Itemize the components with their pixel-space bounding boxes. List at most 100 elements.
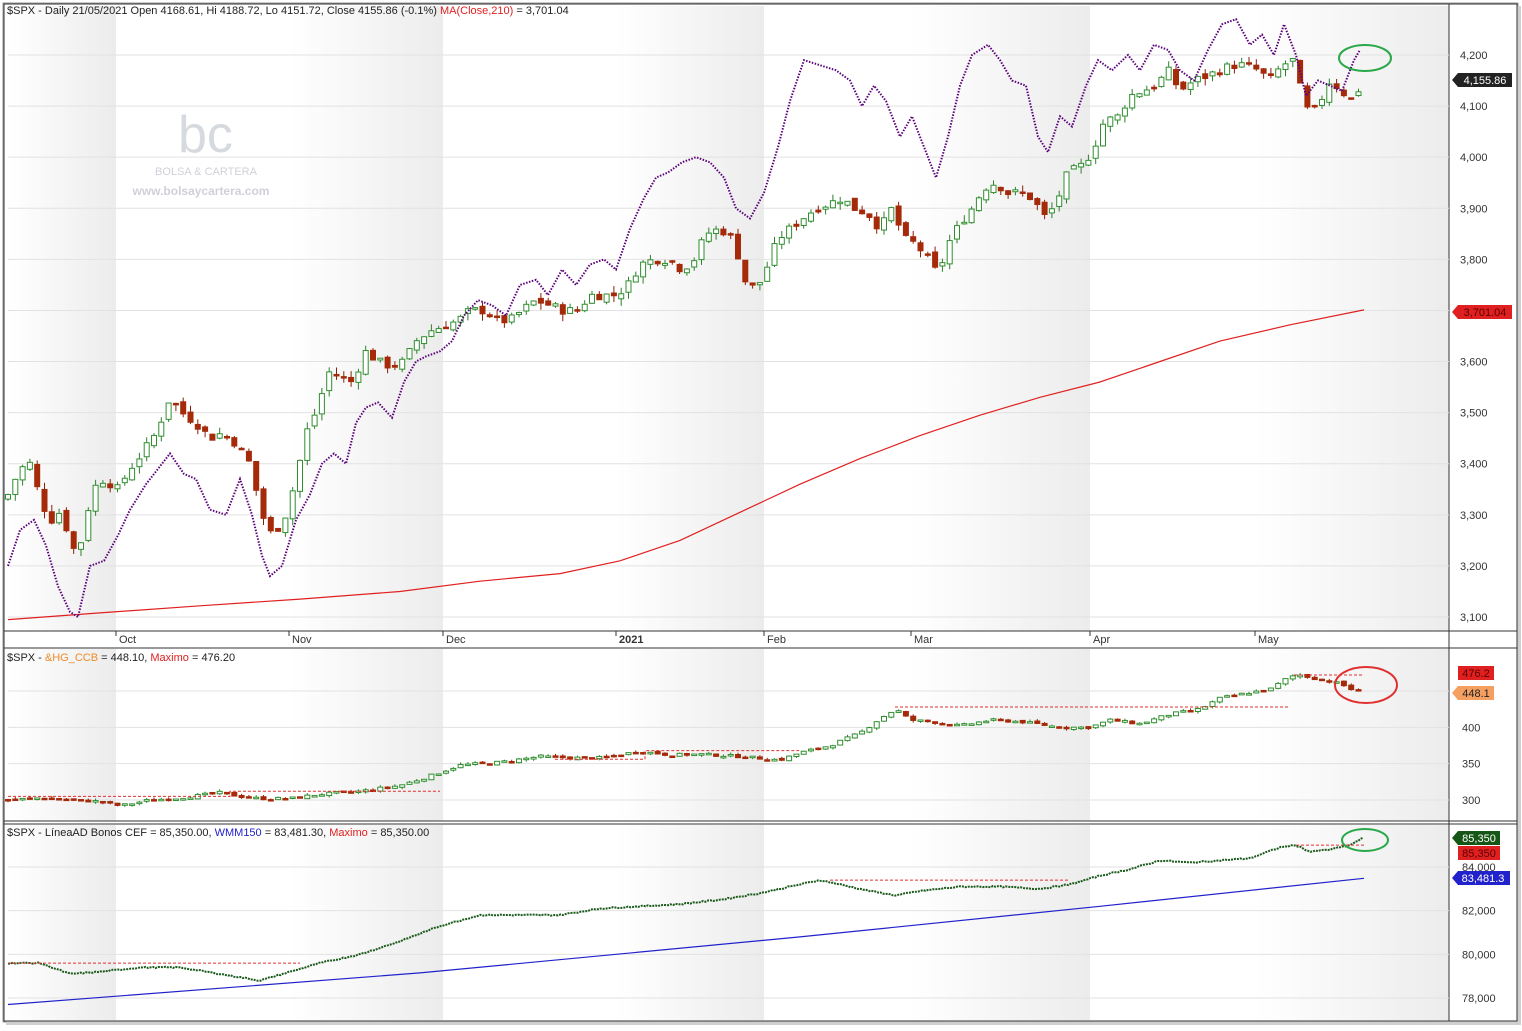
hg-candle-body bbox=[1012, 720, 1019, 724]
hg-candle-body bbox=[1165, 714, 1172, 718]
candle-body bbox=[640, 261, 647, 278]
candle-body bbox=[435, 328, 442, 333]
candle-body bbox=[742, 259, 749, 283]
candle-body bbox=[486, 314, 493, 318]
hg-candle-body bbox=[245, 796, 252, 799]
candle-body bbox=[778, 237, 785, 245]
month-band bbox=[1090, 825, 1255, 1020]
ad-tick-label: 80,000 bbox=[1462, 949, 1496, 961]
candle-body bbox=[844, 200, 851, 206]
hg-candle-body bbox=[406, 781, 413, 785]
hg-candle-body bbox=[5, 799, 11, 802]
candle-body bbox=[12, 478, 19, 495]
candle-body bbox=[625, 280, 632, 293]
candle-body bbox=[873, 216, 880, 230]
candle-body bbox=[78, 542, 84, 550]
hg-candle-body bbox=[683, 752, 690, 756]
hg-candle-body bbox=[654, 750, 661, 755]
hg-candle-body bbox=[1078, 726, 1085, 730]
hg-candle-body bbox=[771, 758, 778, 762]
hg-tick-label: 400 bbox=[1462, 722, 1480, 734]
hg-candle-body bbox=[1209, 701, 1216, 707]
hg-candle-body bbox=[151, 799, 157, 802]
candle-body bbox=[1165, 66, 1172, 81]
hg-candle-body bbox=[764, 759, 771, 762]
candle-body bbox=[581, 303, 588, 312]
month-band bbox=[911, 6, 1090, 631]
candle-body bbox=[443, 326, 449, 330]
candle-body bbox=[1194, 75, 1201, 83]
hg-candle-body bbox=[800, 750, 807, 755]
hg-candle-body bbox=[231, 791, 238, 797]
candle-body bbox=[1034, 198, 1041, 206]
purple-overlay-line bbox=[7, 17, 1361, 619]
candle-body bbox=[41, 488, 48, 512]
candle-body bbox=[362, 350, 369, 375]
month-band bbox=[8, 649, 116, 821]
hg-candle-body bbox=[1333, 681, 1340, 684]
month-band bbox=[116, 6, 289, 631]
hg-candle-body bbox=[1005, 719, 1012, 723]
highlight-ellipse-hg bbox=[1334, 666, 1398, 704]
hg-candle-body bbox=[56, 798, 63, 801]
hg-candle-body bbox=[676, 752, 683, 757]
month-band bbox=[1255, 649, 1449, 821]
hg-candle-body bbox=[333, 791, 340, 794]
candle-body bbox=[1136, 93, 1143, 98]
hg-candle-body bbox=[34, 797, 41, 800]
ad-last-label: 85,350 bbox=[1452, 831, 1500, 845]
hg-candle-body bbox=[1114, 718, 1121, 722]
candle-body bbox=[391, 364, 398, 368]
candle-body bbox=[450, 321, 457, 331]
candle-body bbox=[34, 463, 41, 488]
hg-candle-body bbox=[472, 762, 479, 765]
hg-candle-body bbox=[99, 800, 106, 804]
month-band bbox=[8, 825, 116, 1020]
candle-body bbox=[1253, 64, 1260, 70]
candle-body bbox=[603, 293, 610, 303]
candle-body bbox=[238, 447, 245, 451]
hg-candle-body bbox=[778, 757, 785, 761]
ad-tick-label: 78,000 bbox=[1462, 993, 1496, 1005]
price-tick-label: 3,100 bbox=[1460, 612, 1488, 624]
hg-candle-body bbox=[282, 797, 289, 801]
candle-body bbox=[924, 253, 931, 256]
month-band bbox=[443, 825, 616, 1020]
candle-body bbox=[508, 314, 515, 323]
candle-body bbox=[370, 349, 376, 361]
candle-body bbox=[1267, 73, 1274, 76]
hg-candle-body bbox=[216, 790, 223, 795]
hg-candle-body bbox=[713, 753, 720, 757]
candle-body bbox=[267, 516, 274, 532]
hg-candle-body bbox=[413, 780, 420, 784]
candle-body bbox=[946, 240, 953, 265]
hg-candle-body bbox=[1100, 721, 1106, 727]
hg-candle-body bbox=[596, 755, 603, 760]
hg-candle-body bbox=[567, 756, 574, 760]
hg-candle-body bbox=[107, 801, 114, 804]
candle-body bbox=[997, 186, 1004, 192]
candle-body bbox=[1005, 190, 1012, 196]
candle-body bbox=[1260, 68, 1267, 74]
candle-body bbox=[1129, 93, 1136, 109]
hg-candle-body bbox=[348, 791, 355, 794]
candle-body bbox=[99, 482, 106, 488]
hg-candle-body bbox=[450, 767, 457, 771]
candle-body bbox=[939, 262, 946, 267]
hg-candle-body bbox=[165, 798, 172, 802]
hg-candle-body bbox=[968, 723, 975, 726]
candle-body bbox=[800, 218, 807, 226]
hg-candle-body bbox=[304, 794, 311, 800]
hg-candle-body bbox=[647, 751, 654, 755]
candle-body bbox=[107, 483, 114, 489]
candle-body bbox=[1231, 64, 1238, 70]
candle-body bbox=[881, 217, 887, 231]
hg-candle-body bbox=[1275, 682, 1282, 689]
hg-candle-body bbox=[92, 800, 99, 803]
hg-candle-body bbox=[1048, 725, 1055, 729]
candle-body bbox=[70, 531, 77, 549]
candle-body bbox=[516, 311, 522, 316]
month-band bbox=[116, 825, 289, 1020]
candle-body bbox=[523, 303, 530, 312]
hg-candle-body bbox=[786, 755, 793, 762]
